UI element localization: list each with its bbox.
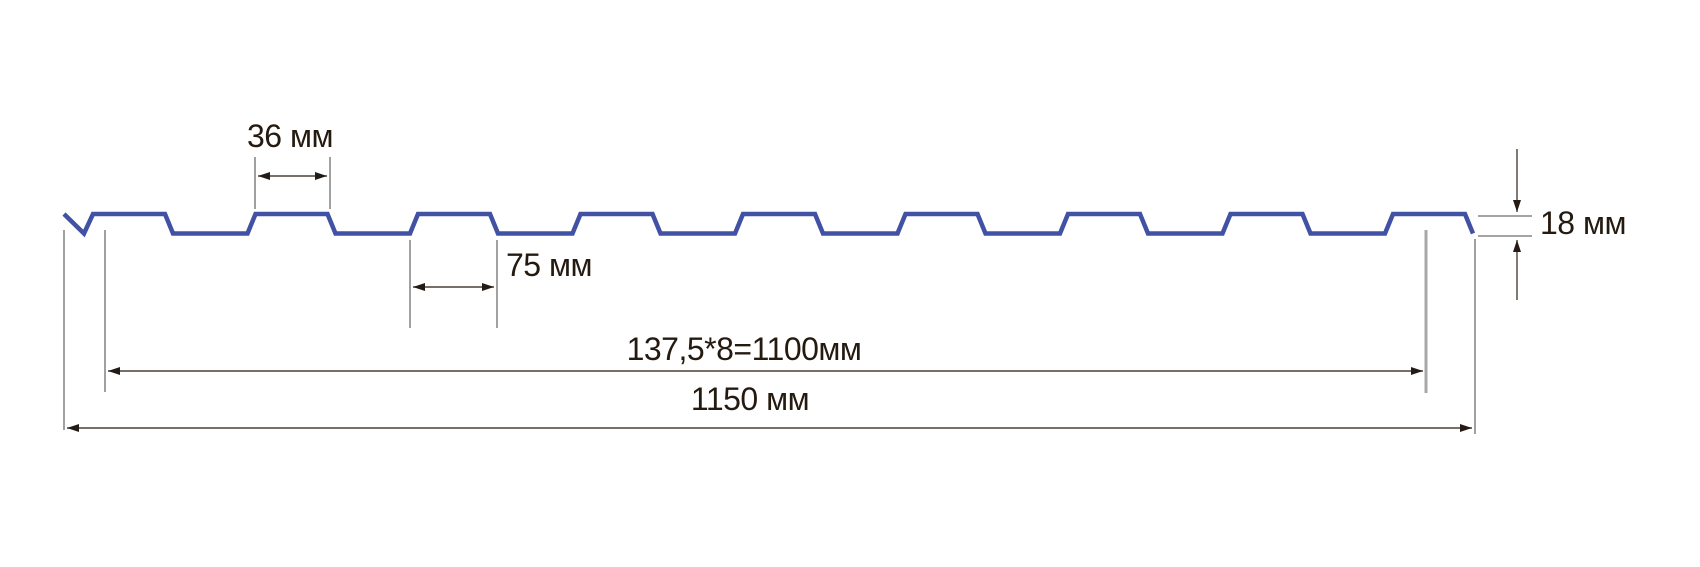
dim-label-rib-top-width: 36 мм (247, 118, 333, 154)
dim-label-rib-base-width: 75 мм (506, 247, 592, 283)
dim-label-working-width: 137,5*8=1100мм (626, 331, 862, 367)
sheet-profile-outline (62, 211, 1476, 238)
dimension-profile-height (1478, 149, 1532, 300)
dim-label-profile-height: 18 мм (1540, 205, 1626, 241)
dimension-overall-width (63, 230, 1476, 434)
dim-label-overall-width: 1150 мм (690, 381, 810, 417)
dimension-working-width (104, 230, 1428, 393)
dimension-rib-top-width (254, 157, 331, 209)
dimension-rib-base-width (409, 240, 498, 328)
sheet-profile-polyline (62, 211, 1476, 238)
